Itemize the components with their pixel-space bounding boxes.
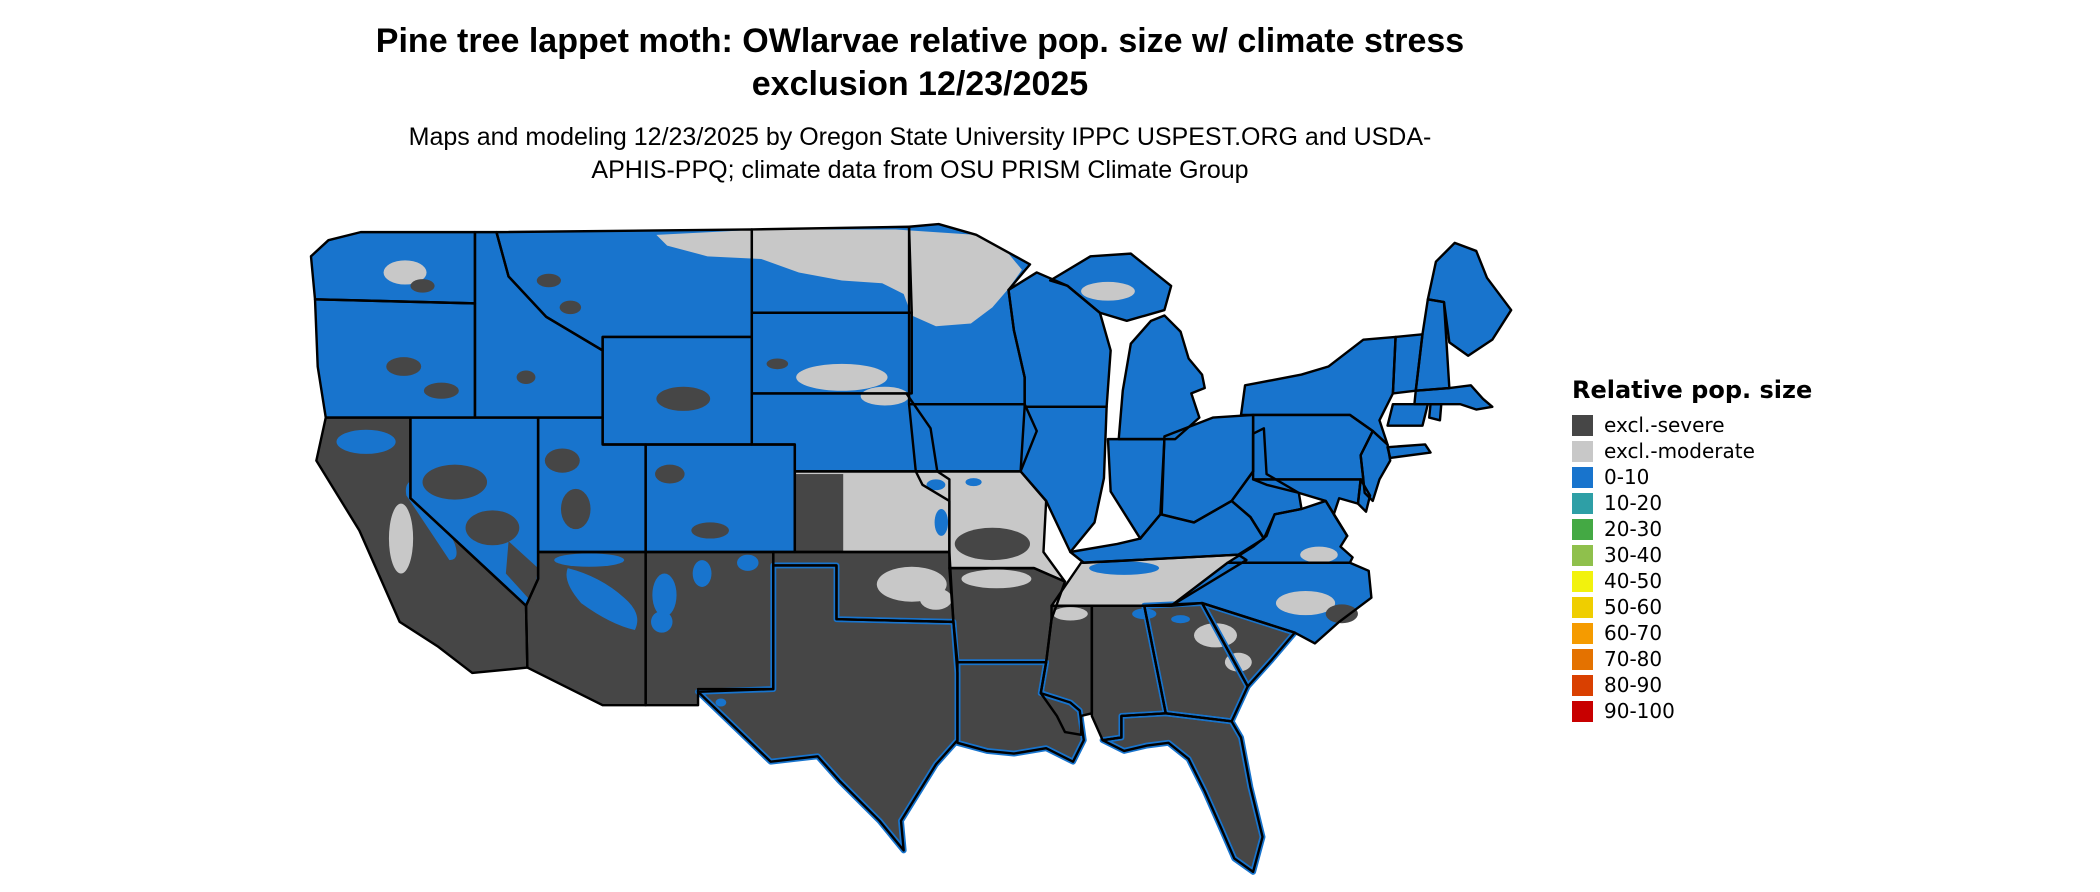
legend-item-label: 60-70	[1604, 621, 1663, 645]
legend-item-label: 70-80	[1604, 647, 1663, 671]
legend-swatch	[1572, 414, 1593, 436]
legend-swatch	[1572, 622, 1593, 644]
legend-item-label: 0-10	[1604, 465, 1650, 489]
legend-item-label: 40-50	[1604, 569, 1663, 593]
legend-item-label: 50-60	[1604, 595, 1663, 619]
legend-item: 40-50	[1572, 570, 1812, 592]
legend-item: 20-30	[1572, 518, 1812, 540]
legend-swatch	[1572, 492, 1593, 514]
legend-item: excl.-moderate	[1572, 440, 1812, 462]
us-map	[300, 216, 1545, 888]
state-pa	[1253, 414, 1373, 480]
legend-swatch	[1572, 674, 1593, 696]
legend-item: 80-90	[1572, 674, 1812, 696]
legend-swatch	[1572, 648, 1593, 670]
us-map-svg	[309, 222, 1513, 888]
legend-item: 90-100	[1572, 700, 1812, 722]
legend-item-label: 90-100	[1604, 699, 1675, 723]
legend-item: 30-40	[1572, 544, 1812, 566]
legend-swatch	[1572, 518, 1593, 540]
legend-swatch	[1572, 596, 1593, 618]
legend-item-label: excl.-severe	[1604, 413, 1725, 437]
legend-item-label: 10-20	[1604, 491, 1663, 515]
legend-swatch	[1572, 544, 1593, 566]
state-ia	[909, 404, 1037, 472]
legend-item: excl.-severe	[1572, 414, 1812, 436]
legend-item-label: 80-90	[1604, 673, 1663, 697]
legend-item: 10-20	[1572, 492, 1812, 514]
legend-item-label: excl.-moderate	[1604, 439, 1755, 463]
page-title: Pine tree lappet moth: OWlarvae relative…	[375, 22, 1465, 103]
legend-swatch	[1572, 570, 1593, 592]
legend-item: 50-60	[1572, 596, 1812, 618]
legend-item: 70-80	[1572, 648, 1812, 670]
legend-item-label: 30-40	[1604, 543, 1663, 567]
legend-item: 0-10	[1572, 466, 1812, 488]
legend-title: Relative pop. size	[1572, 376, 1813, 404]
legend-item-label: 20-30	[1604, 517, 1663, 541]
legend: Relative pop. size excl.-severe excl.-mod…	[1572, 376, 1812, 726]
page-subtitle: Maps and modeling 12/23/2025 by Oregon S…	[408, 123, 1432, 184]
legend-swatch	[1572, 700, 1593, 722]
legend-item: 60-70	[1572, 622, 1812, 644]
legend-items: excl.-severe excl.-moderate 0-10 10-20 20-30…	[1572, 414, 1812, 722]
legend-swatch	[1572, 466, 1593, 488]
title-block: Pine tree lappet moth: OWlarvae relative…	[0, 20, 1840, 186]
map-texture-overlays	[336, 229, 1358, 707]
state-ct	[1387, 404, 1428, 426]
legend-swatch	[1572, 440, 1593, 462]
